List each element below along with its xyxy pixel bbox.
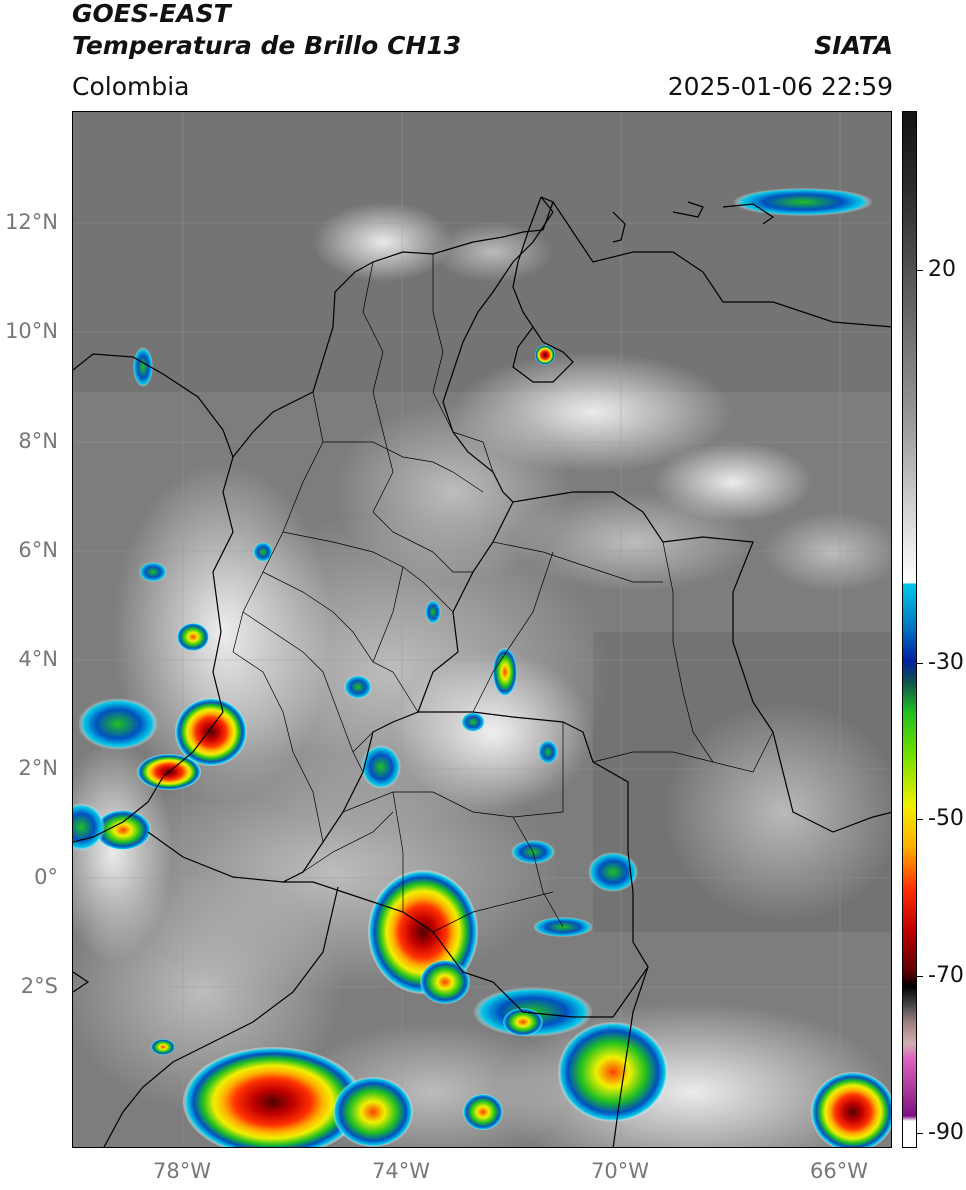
- graticule: [73, 112, 891, 1147]
- colorbar-label-minus50: -50: [928, 806, 964, 831]
- colorbar-tick: [917, 663, 923, 664]
- colorbar-tick: [917, 1133, 923, 1134]
- colorbar-label-minus30: -30: [928, 650, 964, 675]
- colorbar-tick: [917, 819, 923, 820]
- lat-label-10n: 10°N: [5, 319, 58, 343]
- lat-label-6n: 6°N: [18, 538, 58, 562]
- colorbar-label-20: 20: [928, 257, 956, 282]
- satellite-map: [72, 111, 892, 1148]
- map-canvas: [73, 112, 891, 1147]
- lat-label-2n: 2°N: [18, 756, 58, 780]
- region-label: Colombia: [72, 72, 190, 101]
- political-borders: [73, 196, 891, 1147]
- colorbar-tick: [917, 976, 923, 977]
- lat-label-8n: 8°N: [18, 429, 58, 453]
- storm-brasil-noroeste: [811, 1072, 891, 1147]
- convective-storms: [73, 188, 891, 1147]
- product-title: Temperatura de Brillo CH13: [72, 31, 462, 60]
- storm-peru-norte: [183, 1047, 363, 1147]
- lat-label-2s: 2°S: [20, 974, 58, 998]
- lat-label-0: 0°: [34, 865, 58, 889]
- colorbar-label-minus70: -70: [928, 963, 964, 988]
- storm-lago-maracaibo: [535, 345, 555, 365]
- lon-label-70w: 70°W: [591, 1159, 649, 1183]
- lon-label-78w: 78°W: [153, 1159, 211, 1183]
- department-borders: [232, 254, 774, 933]
- temperature-colorbar: [902, 111, 917, 1148]
- colorbar-tick: [917, 270, 923, 271]
- satellite-title: GOES-EAST: [72, 0, 231, 28]
- colorbar-label-minus90: -90: [928, 1120, 964, 1145]
- lon-label-66w: 66°W: [810, 1159, 868, 1183]
- lat-label-12n: 12°N: [5, 210, 58, 234]
- storm-narino-costa: [175, 698, 247, 766]
- lat-label-4n: 4°N: [18, 647, 58, 671]
- datetime-label: 2025-01-06 22:59: [667, 72, 893, 101]
- storm-ecuador-costa: [95, 810, 151, 850]
- lon-label-74w: 74°W: [372, 1159, 430, 1183]
- agency-label: SIATA: [814, 31, 893, 60]
